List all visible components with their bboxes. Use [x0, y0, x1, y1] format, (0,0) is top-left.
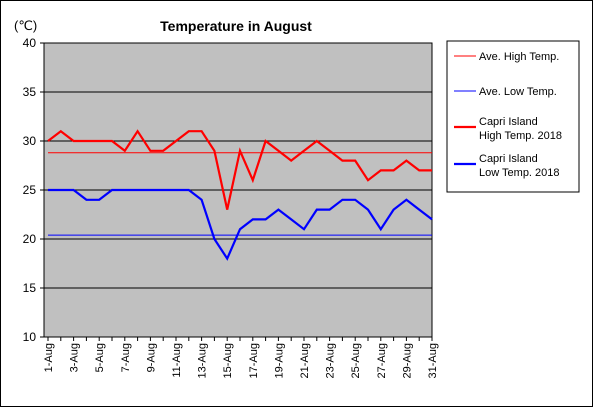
x-tick-label: 11-Aug — [171, 343, 183, 378]
series-line-4 — [48, 188, 433, 261]
legend-label-4: Capri Island Low Temp. 2018 — [479, 153, 560, 179]
x-tick-label: 19-Aug — [273, 343, 285, 378]
chart-title: Temperature in August — [160, 18, 312, 34]
x-tick-label: 5-Aug — [94, 343, 106, 372]
x-tick-label: 25-Aug — [350, 343, 362, 378]
x-axis: 1-Aug 3-Aug 5-Aug 7-Aug 9-Aug 11-Aug 13-Aug 15-… — [43, 337, 439, 378]
x-tick-label: 1-Aug — [43, 343, 55, 372]
legend-box — [446, 40, 580, 193]
y-tick-label: 35 — [23, 85, 37, 99]
legend-label-2: Ave. Low Temp. — [479, 86, 557, 98]
series-line-3 — [47, 129, 432, 210]
x-tick-label: 13-Aug — [197, 343, 209, 378]
x-tick-label: 31-Aug — [427, 343, 439, 378]
x-tick-label: 21-Aug — [299, 343, 311, 378]
y-tick-label: 40 — [23, 36, 37, 50]
y-tick-label: 10 — [23, 330, 37, 344]
series-layer — [47, 129, 433, 261]
y-axis: 10 15 20 25 30 35 40 — [23, 36, 44, 344]
y-tick-label: 20 — [23, 232, 37, 246]
unit-label: (℃) — [14, 18, 37, 33]
y-tick-label: 15 — [23, 281, 37, 295]
y-tick-label: 25 — [23, 183, 37, 197]
x-tick-label: 27-Aug — [376, 343, 388, 378]
legend-label-3: Capri Island High Temp. 2018 — [479, 116, 562, 142]
x-tick-label: 23-Aug — [325, 343, 337, 378]
x-tick-label: 15-Aug — [222, 343, 234, 378]
y-tick-label: 30 — [23, 134, 37, 148]
x-tick-label: 7-Aug — [120, 343, 132, 372]
legend-label-1: Ave. High Temp. — [479, 51, 559, 63]
x-tick-label: 3-Aug — [69, 343, 81, 372]
x-tick-label: 9-Aug — [145, 343, 157, 372]
x-tick-label: 29-Aug — [401, 343, 413, 378]
legend: Ave. High Temp. Ave. Low Temp. Capri Islan… — [454, 51, 562, 179]
x-tick-label: 17-Aug — [248, 343, 260, 378]
